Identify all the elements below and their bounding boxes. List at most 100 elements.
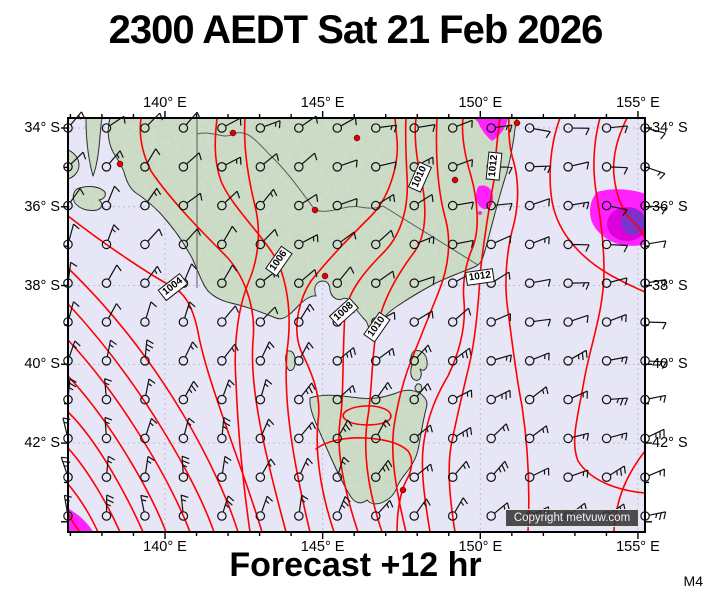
wind-barb [101, 416, 113, 444]
wind-barb [294, 234, 319, 250]
wind-barb [63, 494, 73, 521]
wind-barb [178, 417, 195, 444]
lon-label-bottom: 145° E [300, 539, 345, 555]
wind-barb [409, 194, 434, 211]
wind-barb [601, 162, 629, 175]
wind-barb [101, 339, 117, 366]
wind-barb [486, 423, 510, 444]
wind-barb [601, 200, 628, 217]
wind-barb [101, 150, 124, 172]
wind-barb [294, 382, 316, 405]
wind-barb [370, 193, 396, 211]
wind-barb [101, 455, 116, 482]
wind-barb [178, 228, 201, 250]
city-dot [311, 206, 319, 214]
wind-barb [640, 278, 667, 288]
wind-barb [640, 468, 666, 482]
wind-barb [563, 278, 590, 290]
wind-barb [217, 117, 242, 133]
wind-barb [140, 187, 162, 211]
wind-barb [563, 349, 588, 366]
wind-barb [255, 341, 275, 366]
city-markers [116, 119, 521, 494]
wind-barb [524, 317, 552, 327]
wind-barb [294, 193, 319, 211]
wind-barb [640, 200, 667, 215]
wind-barb [178, 455, 190, 482]
wind-barb [255, 153, 280, 172]
wind-barb [601, 355, 628, 366]
wind-barb [178, 494, 189, 521]
wind-barb [601, 277, 628, 288]
wind-barb [217, 416, 231, 444]
wind-barb [178, 341, 198, 366]
wind-barb [563, 390, 588, 405]
wind-barb [217, 343, 239, 366]
wind-barb [140, 148, 161, 172]
city-dot [229, 129, 237, 137]
wind-barb [524, 236, 550, 250]
wind-barb [409, 310, 434, 327]
wind-barb [370, 347, 395, 366]
lon-label-top: 145° E [300, 95, 345, 111]
precip-patch-coast [476, 185, 494, 210]
wind-barb [409, 276, 435, 288]
wind-barb [178, 301, 196, 327]
wind-barb [486, 460, 509, 482]
wind-barb [601, 239, 629, 253]
lon-label-top: 155° E [616, 95, 660, 111]
wind-barb [524, 198, 551, 211]
wind-barb [63, 111, 86, 133]
wind-barb [447, 497, 468, 521]
wind-barb [294, 421, 317, 444]
wind-barb [601, 314, 627, 327]
wind-barb [63, 378, 77, 405]
city-dot [116, 160, 124, 168]
wind-barb [640, 355, 667, 369]
wind-barb [640, 394, 667, 405]
wind-barb [370, 419, 391, 444]
isobar-value-label: 1012 [485, 151, 503, 181]
wind-barb [447, 119, 473, 133]
wind-barb [524, 425, 549, 444]
wind-barb [447, 460, 471, 482]
wind-barb [217, 225, 238, 250]
wind-barb [332, 385, 356, 405]
precip-patch-sw-corner [68, 508, 93, 532]
precipitation-areas [68, 118, 645, 532]
wind-barb [601, 465, 626, 482]
wind-barb [101, 264, 122, 288]
wind-barb [447, 200, 474, 211]
wind-barb [294, 494, 309, 521]
wind-barb [101, 115, 126, 133]
wind-barb [486, 354, 512, 366]
wind-barb [486, 200, 513, 211]
lat-label-left: 38° S [24, 277, 60, 294]
wind-barb [409, 344, 432, 366]
wind-barb [217, 190, 241, 211]
wind-barb [60, 456, 73, 482]
wind-barb [101, 303, 122, 327]
wind-barb [63, 188, 85, 211]
city-dot [353, 134, 361, 142]
wind-barb [486, 313, 512, 327]
lat-label-right: 42° S [652, 435, 688, 452]
lat-label-right: 38° S [652, 277, 688, 294]
lon-label-bottom: 150° E [458, 539, 503, 555]
wind-barb [524, 162, 552, 174]
lon-label-bottom: 155° E [616, 539, 660, 555]
wind-barb [294, 303, 315, 327]
wind-barb [370, 161, 397, 172]
wind-barb [640, 511, 667, 521]
lat-label-right: 36° S [652, 198, 688, 215]
wind-barb [140, 378, 156, 405]
wind-barb [486, 502, 510, 521]
wind-barb [524, 386, 549, 405]
wind-barb [563, 314, 589, 327]
wind-barb [447, 347, 472, 366]
wind-barb [332, 456, 350, 482]
forecast-label: Forecast +12 hr [229, 546, 482, 584]
lat-label-left: 36° S [24, 198, 60, 215]
wind-barb [101, 494, 114, 521]
